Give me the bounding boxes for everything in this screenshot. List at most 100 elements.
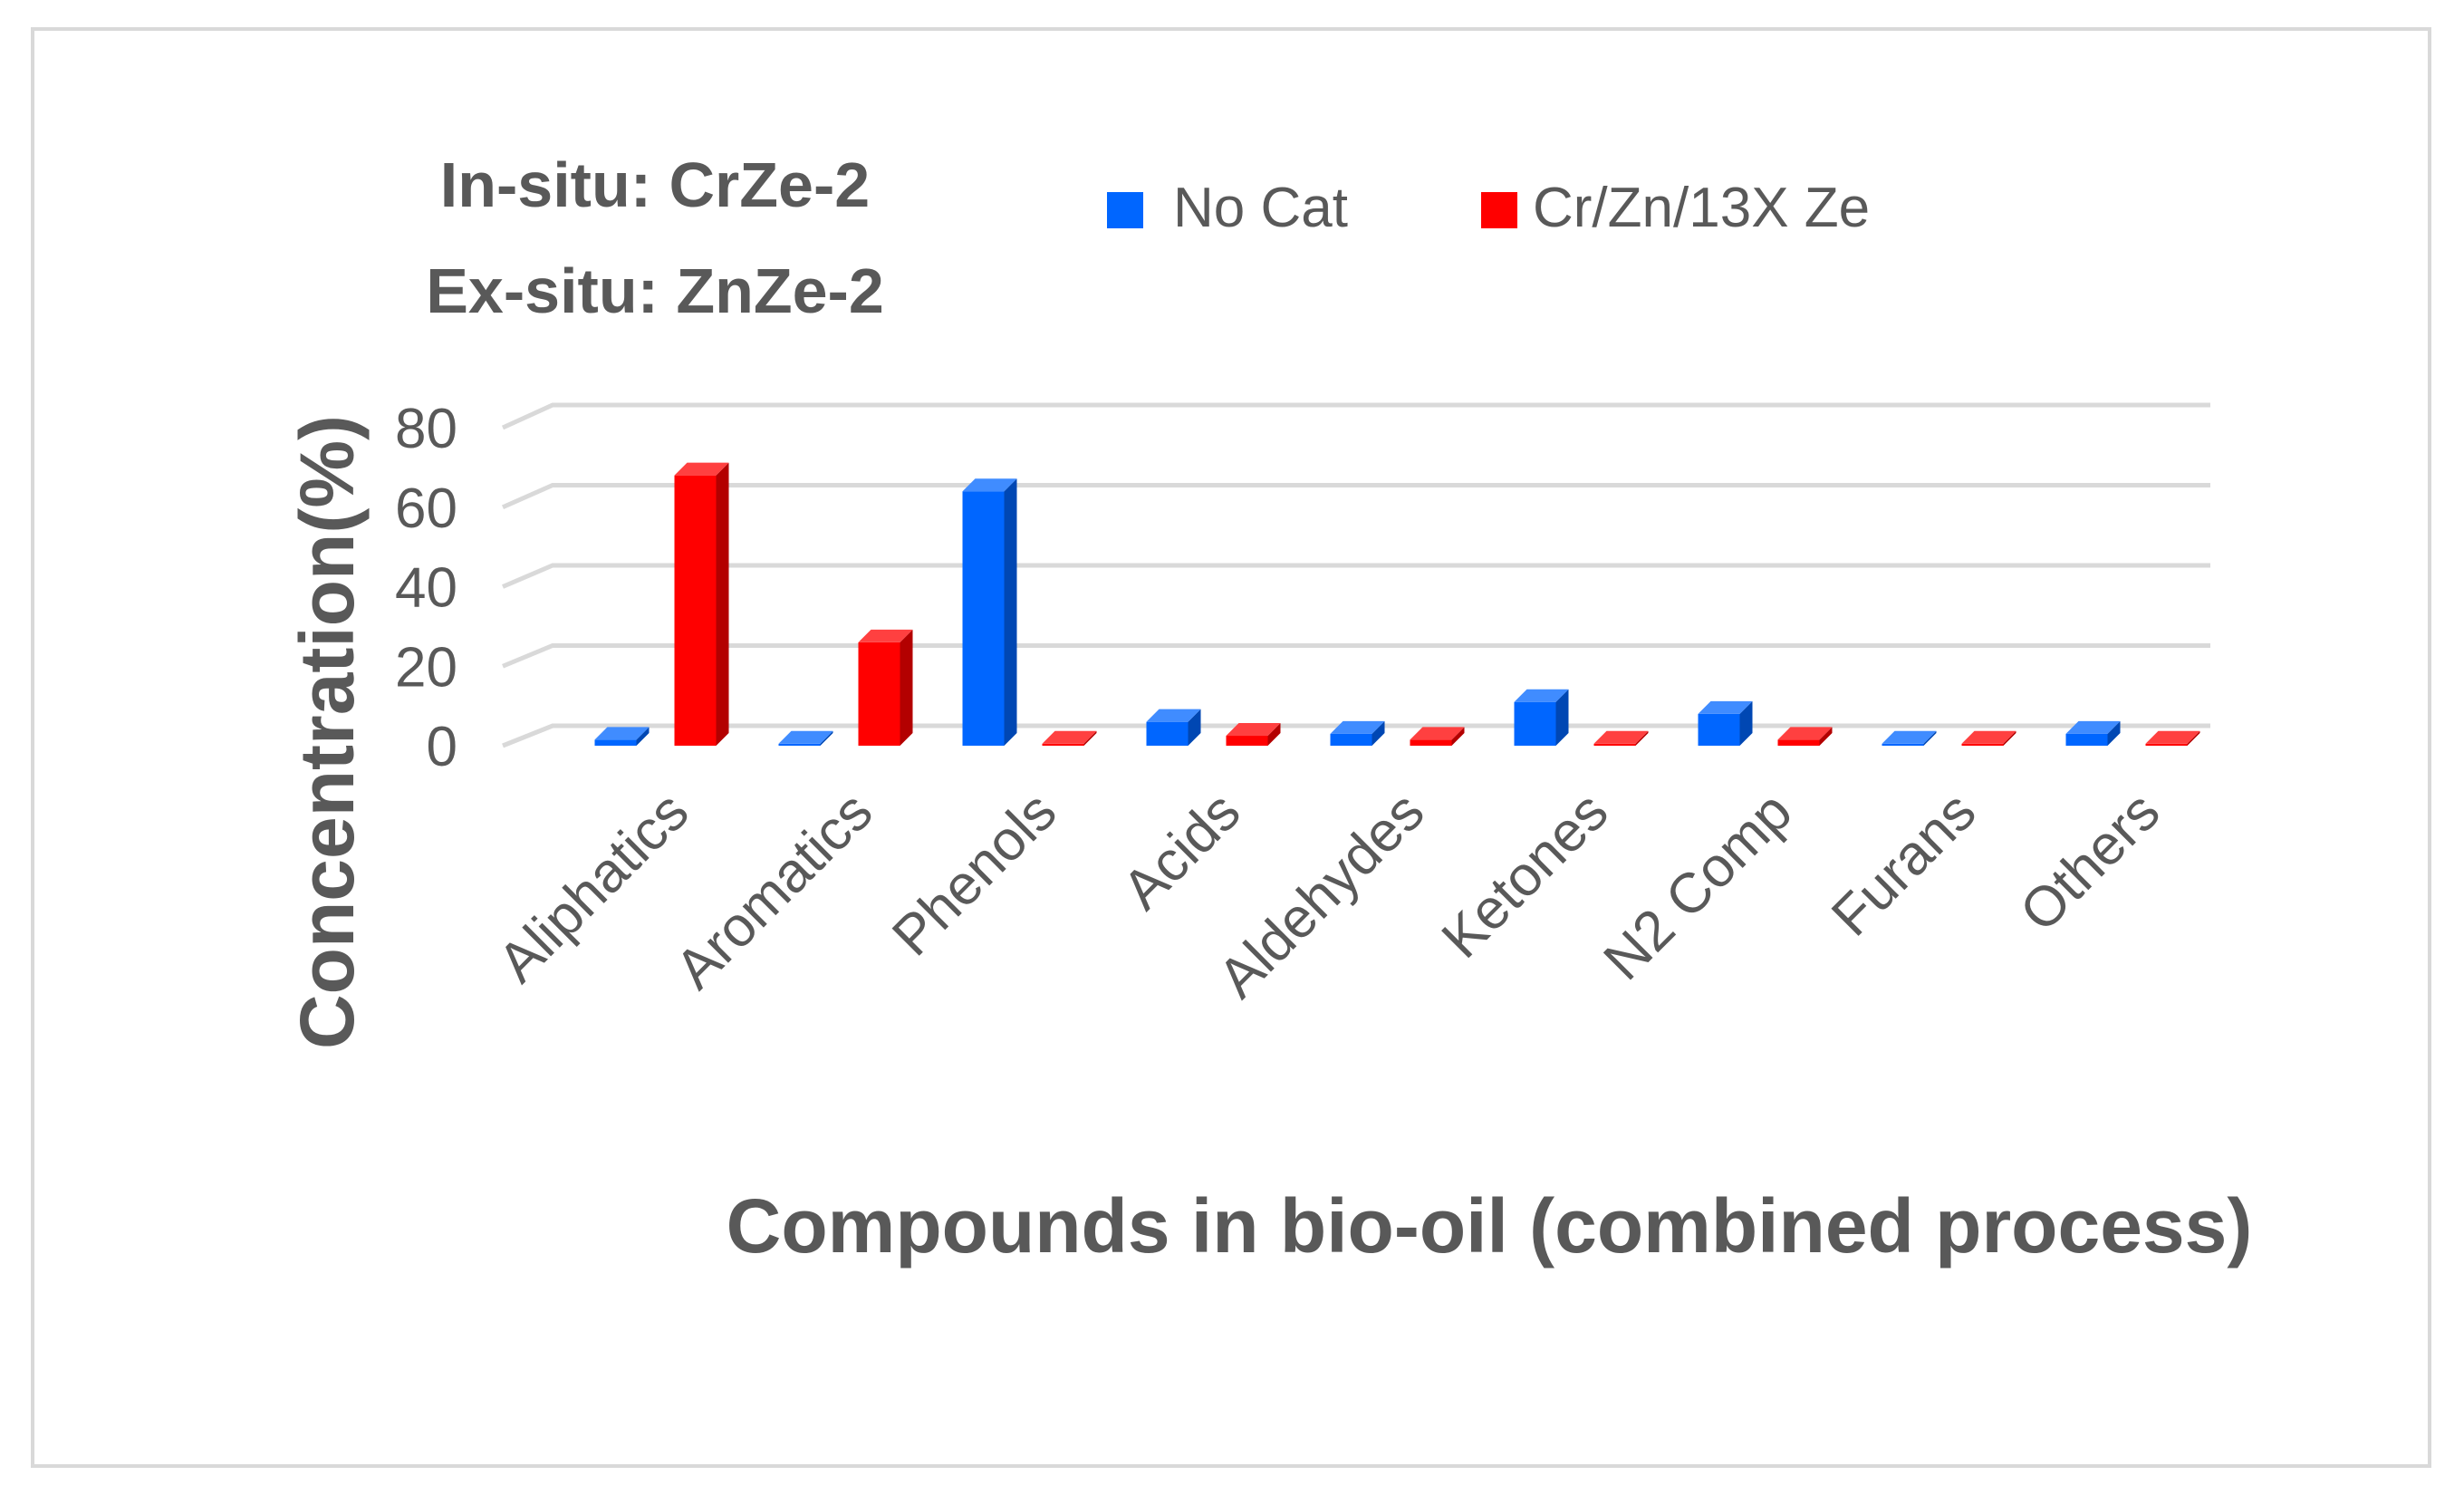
bar-cr-zn-13x-ze-ketones <box>1593 730 1649 746</box>
bar-top <box>2145 730 2200 744</box>
bar-side <box>1188 709 1201 746</box>
bar-top <box>778 730 833 744</box>
bar-side <box>1635 730 1649 746</box>
bar-cr-zn-13x-ze-aromatics <box>858 629 913 746</box>
bar-front <box>1410 739 1452 746</box>
bar-cr-zn-13x-ze-furans <box>1961 730 2016 746</box>
bar-top <box>1698 700 1753 714</box>
legend-label-no-cat: No Cat <box>1173 177 1348 239</box>
legend-label-cr-zn-13x: Cr/Zn/13X Ze <box>1533 177 1870 239</box>
bar-top <box>1961 730 2016 744</box>
bar-no-cat-aldehydes <box>1330 720 1385 746</box>
bar-side <box>1451 727 1465 746</box>
bar-front <box>594 739 637 746</box>
legend-swatch-cr-zn-13x <box>1481 192 1517 228</box>
bar-top <box>1146 709 1201 722</box>
bar-side <box>2187 730 2200 746</box>
x-tick-label: Furans <box>1820 780 1988 948</box>
bar-front <box>1514 701 1556 746</box>
bar-top <box>1330 720 1385 734</box>
legend: No Cat Cr/Zn/13X Ze <box>1107 177 1870 239</box>
bar-side <box>900 629 913 746</box>
bar-no-cat-others <box>2065 720 2121 746</box>
annotation-ex-situ: Ex-situ: ZnZe-2 <box>426 256 884 326</box>
bar-front <box>1330 733 1372 746</box>
bar-top <box>1777 727 1833 740</box>
bar-top <box>1042 730 1097 744</box>
bar-top <box>1514 689 1569 702</box>
bar-front <box>1593 743 1636 746</box>
bar-front <box>1961 743 2004 746</box>
bar-top <box>858 629 913 642</box>
bar-cr-zn-13x-ze-others <box>2145 730 2200 746</box>
x-tick-label: Ketones <box>1430 780 1621 970</box>
legend-swatch-no-cat <box>1107 192 1143 228</box>
bar-no-cat-acids <box>1146 709 1201 746</box>
bar-front <box>2065 733 2108 746</box>
bar-side <box>1555 689 1569 746</box>
bar-front <box>778 743 821 746</box>
chart-frame <box>31 27 2431 1468</box>
bar-no-cat-aromatics <box>778 730 833 746</box>
bar-front <box>1777 739 1820 746</box>
gridline-40 <box>502 563 2210 589</box>
bar-top <box>1226 723 1281 737</box>
bar-front <box>1146 721 1189 746</box>
bar-cr-zn-13x-ze-acids <box>1226 723 1281 746</box>
x-axis-title: Compounds in bio-oil (combined process) <box>727 1183 2253 1269</box>
bar-front <box>962 491 1005 746</box>
bar-side <box>2003 730 2016 746</box>
x-tick-label: Aromatics <box>664 780 885 1001</box>
bar-front <box>1882 743 1924 746</box>
gridlines <box>501 402 2210 748</box>
bar-top <box>1882 730 1937 744</box>
bar-top <box>594 727 650 740</box>
bar-side <box>636 727 650 746</box>
bar-side <box>1923 730 1937 746</box>
y-axis-title: Concentration(%) <box>284 415 370 1049</box>
y-tick-label: 60 <box>395 478 457 540</box>
bar-front <box>1698 713 1740 746</box>
bar-no-cat-aliphatics <box>594 727 650 746</box>
bar-side <box>716 462 729 746</box>
y-tick-label: 80 <box>395 398 457 460</box>
bar-side <box>1819 727 1833 746</box>
bar-no-cat-furans <box>1882 730 1937 746</box>
bar-side <box>1267 723 1281 746</box>
bar-top <box>1593 730 1649 744</box>
bar-cr-zn-13x-ze-aliphatics <box>674 462 729 746</box>
bar-front <box>1042 743 1084 746</box>
bar-side <box>820 730 833 746</box>
y-axis-ticks: 0 20 40 60 80 <box>395 398 457 778</box>
gridline-20 <box>502 643 2210 669</box>
bar-top <box>2065 720 2121 734</box>
gridline-0 <box>502 723 2210 748</box>
bar-cr-zn-13x-ze-n2-comp <box>1777 727 1833 746</box>
bar-front <box>2145 743 2188 746</box>
bar-top <box>1410 727 1465 740</box>
bar-side <box>1739 700 1753 746</box>
bar-no-cat-phenols <box>962 478 1017 746</box>
bar-cr-zn-13x-ze-phenols <box>1042 730 1097 746</box>
y-tick-label: 20 <box>395 636 457 699</box>
gridline-60 <box>501 483 2210 510</box>
bar-side <box>2107 720 2121 746</box>
annotation-in-situ: In-situ: CrZe-2 <box>440 150 870 220</box>
x-tick-label: Phenols <box>881 780 1068 968</box>
x-tick-label: N2 Comp <box>1592 780 1804 992</box>
x-tick-label: Acids <box>1111 780 1252 921</box>
bar-side <box>1083 730 1097 746</box>
bar-top <box>962 478 1017 492</box>
x-tick-label: Others <box>2008 780 2171 943</box>
y-tick-label: 40 <box>395 557 457 620</box>
bar-front <box>1226 736 1268 746</box>
bar-no-cat-ketones <box>1514 689 1569 746</box>
bar-top <box>674 462 729 476</box>
bar-cr-zn-13x-ze-aldehydes <box>1410 727 1465 746</box>
bar-no-cat-n2-comp <box>1698 700 1753 746</box>
y-tick-label: 0 <box>427 716 457 778</box>
bar-side <box>1372 720 1385 746</box>
bars <box>594 462 2200 746</box>
